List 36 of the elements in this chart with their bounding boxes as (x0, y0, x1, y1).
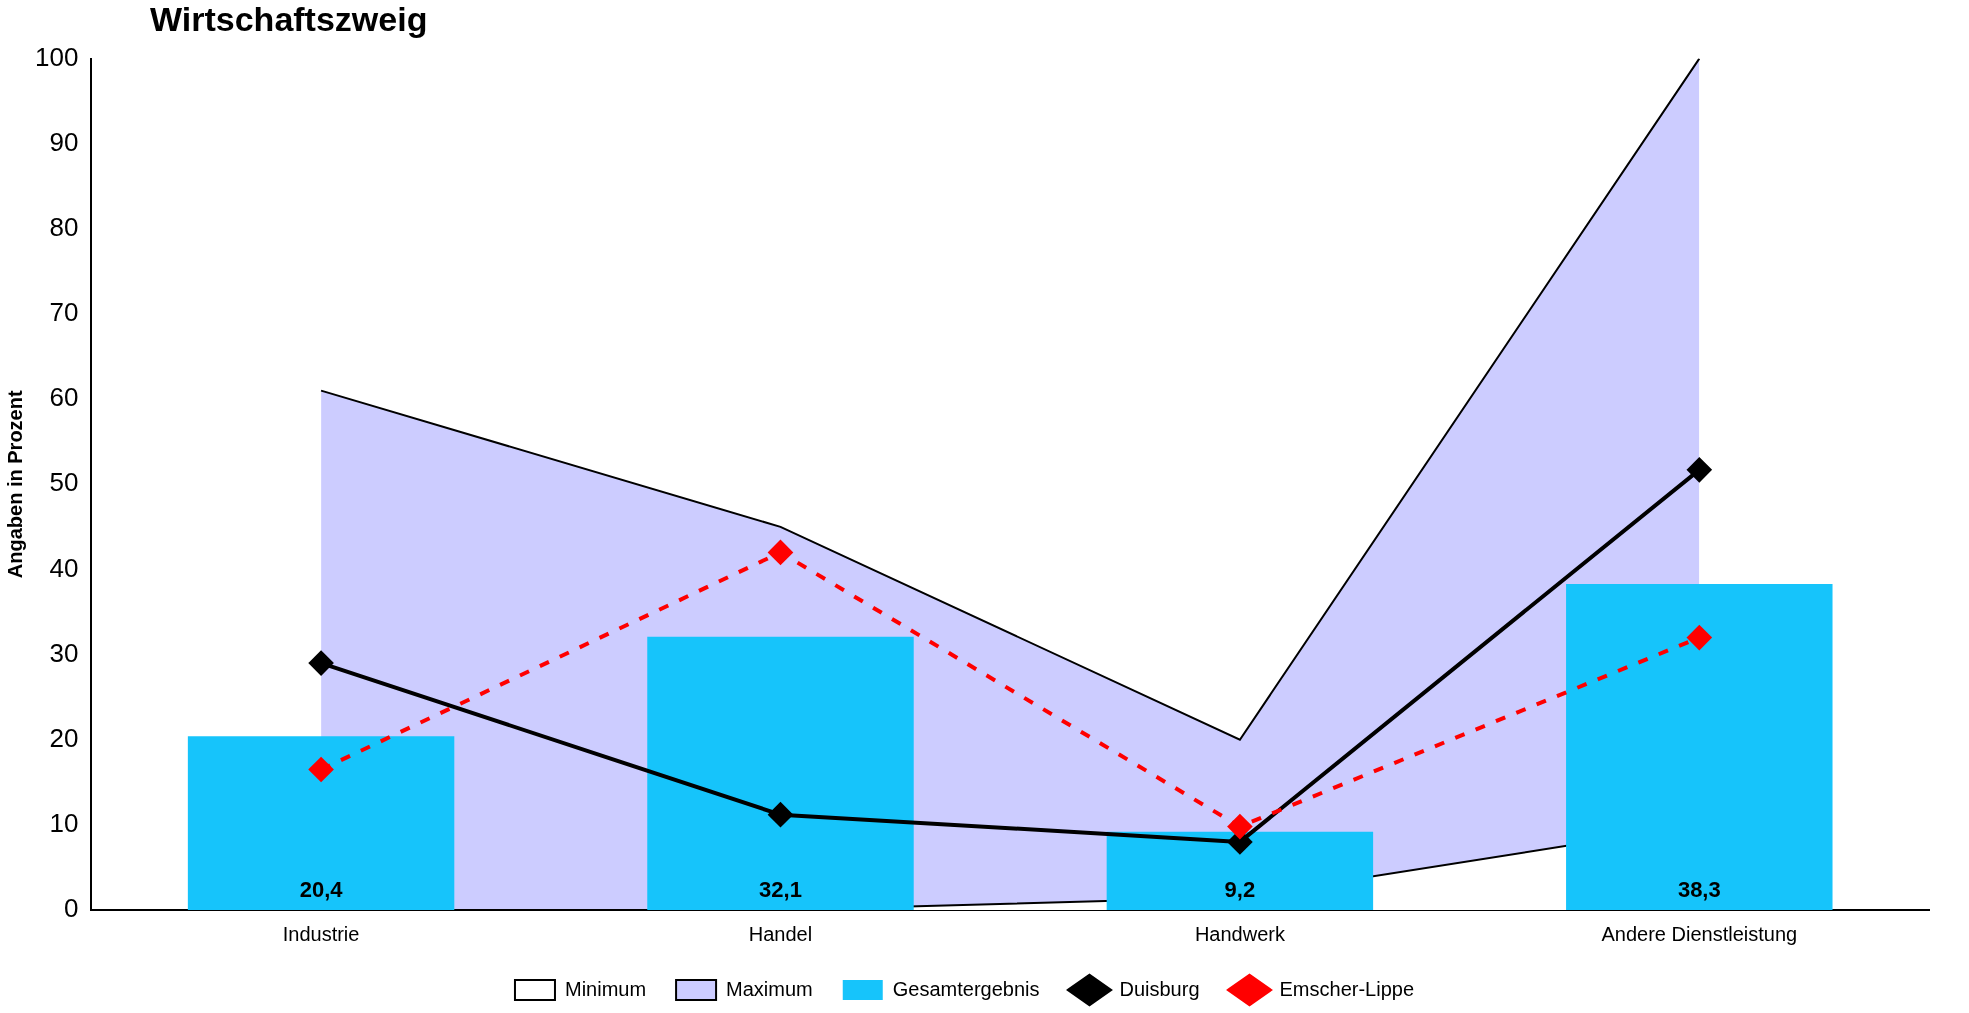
point (309, 651, 334, 676)
y-tick-label: 100 (34, 41, 79, 72)
y-tick-label: 10 (49, 808, 79, 839)
legend-label: Emscher-Lippe (1279, 977, 1415, 1000)
y-tick-label: 80 (49, 212, 79, 243)
legend-label: Gesamtergebnis (892, 977, 1040, 1000)
point (1687, 625, 1712, 650)
x-tick-label: Handel (748, 922, 813, 945)
y-tick-label: 70 (49, 297, 79, 328)
bar (1566, 583, 1833, 910)
data-label: 20,4 (299, 877, 344, 903)
x-tick-label: Handwerk (1194, 922, 1286, 945)
y-axis-title: Angaben in Prozent (3, 390, 26, 579)
x-tick-label: Industrie (282, 922, 360, 945)
y-tick-label: 50 (49, 467, 79, 498)
legend-label: Duisburg (1119, 977, 1200, 1000)
bar (647, 636, 914, 910)
point (1687, 457, 1712, 482)
y-tick-label: 20 (49, 722, 79, 753)
legend-label: Minimum (564, 977, 647, 1000)
data-label: 32,1 (759, 877, 802, 903)
y-tick-label: 0 (63, 893, 79, 924)
point (1227, 814, 1252, 839)
bar (187, 736, 455, 910)
y-tick-label: 30 (49, 637, 79, 668)
y-tick-label: 60 (49, 382, 79, 413)
data-label: 9,2 (1224, 877, 1256, 903)
y-tick-label: 40 (49, 552, 79, 583)
point (768, 540, 793, 565)
x-tick-label: Andere Dienstleistung (1601, 922, 1798, 945)
data-label: 38,3 (1677, 877, 1721, 903)
y-tick-label: 90 (49, 126, 79, 157)
point (309, 757, 334, 782)
legend-label: Maximum (726, 977, 813, 1000)
chart-title: Wirtschaftszweig (150, 0, 428, 39)
point (768, 802, 793, 827)
